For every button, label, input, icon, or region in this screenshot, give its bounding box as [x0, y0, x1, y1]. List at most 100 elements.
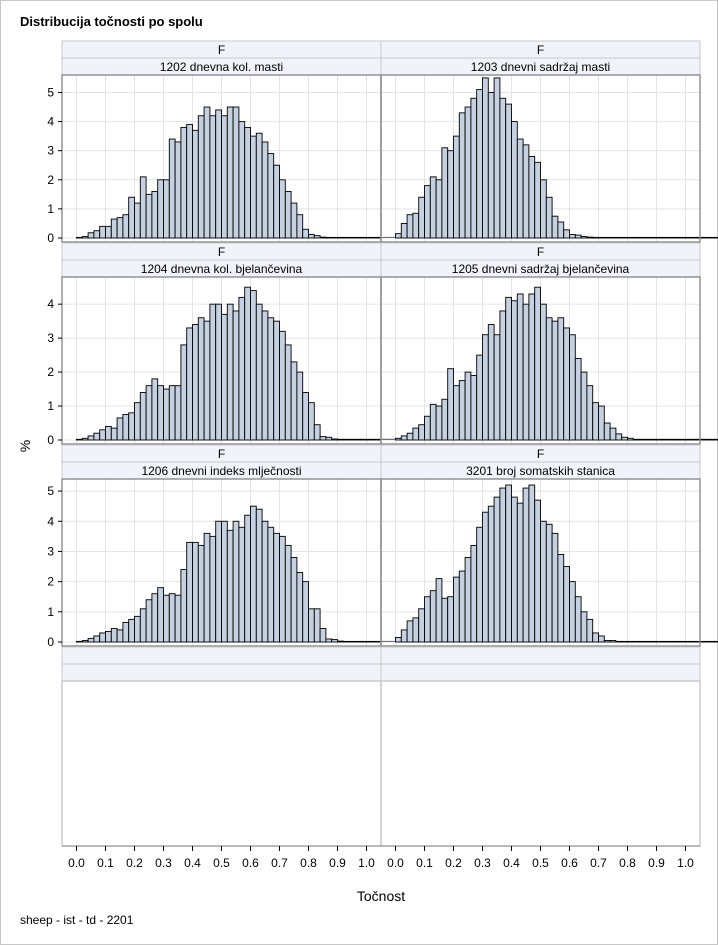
histogram-bar [714, 640, 718, 643]
histogram-bar [157, 385, 164, 441]
panel-name-label: 3201 broj somatskih stanica [466, 464, 615, 478]
x-tick-label: 0.3 [155, 856, 172, 870]
histogram-bar [337, 640, 344, 643]
x-tick-label: 0.8 [619, 856, 636, 870]
histogram-bar [528, 156, 536, 239]
histogram-bar [615, 433, 623, 441]
histogram-bar [296, 214, 304, 239]
histogram-bar [360, 438, 367, 441]
histogram-bar [232, 310, 240, 441]
histogram-bar [499, 97, 507, 239]
histogram-bar [534, 499, 541, 643]
histogram-bar [447, 150, 454, 239]
histogram-bar [621, 236, 628, 239]
histogram-bar [192, 324, 199, 441]
histogram-bar [453, 135, 460, 239]
x-tick-label: 0.2 [445, 856, 462, 870]
histogram-bar [621, 640, 628, 643]
histogram-bar [627, 437, 634, 441]
histogram-bar [215, 303, 222, 441]
histogram-bar [476, 354, 483, 441]
histogram-bar [632, 438, 640, 441]
histogram-bar [702, 640, 710, 643]
histogram-bar [145, 385, 153, 441]
histogram-bar [574, 234, 582, 239]
histogram-bar [493, 334, 501, 441]
histogram-bar [429, 403, 437, 441]
histogram-bar [134, 402, 141, 441]
histogram-bar [714, 438, 718, 441]
histogram-bar [615, 640, 623, 643]
histogram-bar [290, 557, 298, 643]
histogram-bar [400, 222, 408, 239]
histogram-bar [192, 541, 199, 643]
x-tick-label: 0.9 [329, 856, 346, 870]
x-tick-label: 0.0 [387, 856, 404, 870]
histogram-bar [348, 438, 356, 441]
histogram-bar [708, 640, 715, 643]
x-tick-label: 0.6 [242, 856, 259, 870]
histogram-bar [644, 640, 652, 643]
histogram-bar [354, 438, 362, 441]
histogram-bar [128, 412, 135, 441]
histogram-bar [528, 293, 536, 441]
histogram-bar [238, 121, 246, 239]
histogram-bar [116, 629, 124, 643]
x-tick-label: 1.0 [677, 856, 694, 870]
histogram-bar [540, 179, 547, 239]
histogram-bar [209, 115, 217, 239]
histogram-bar [708, 236, 715, 239]
x-tick-label: 0.6 [561, 856, 578, 870]
histogram-bar [168, 593, 176, 643]
histogram-bar [586, 385, 594, 441]
panel-sex-label: F [537, 43, 544, 57]
histogram-bar [418, 608, 425, 643]
histogram-bar [685, 236, 692, 239]
panel-name-label: 1203 dnevni sadržaj masti [471, 60, 610, 74]
histogram-bar [429, 590, 437, 643]
histogram-bar [644, 236, 652, 239]
histogram-bar [221, 520, 228, 643]
histogram-bar [145, 599, 153, 643]
histogram-bar [551, 320, 559, 441]
y-tick-label: 2 [47, 575, 54, 589]
empty-header [61, 646, 382, 665]
histogram-bar [435, 405, 443, 441]
histogram-bar [632, 640, 640, 643]
histogram-bar [516, 138, 524, 239]
y-tick-label: 1 [47, 605, 54, 619]
histogram-bar [563, 229, 570, 239]
histogram-bar [458, 570, 466, 643]
histogram-bar [487, 505, 495, 643]
histogram-bar [458, 380, 466, 441]
histogram-bar [296, 371, 304, 441]
histogram-bar [424, 185, 431, 239]
histogram-bar [186, 541, 193, 643]
histogram-bar [168, 385, 176, 441]
histogram-bar [667, 640, 675, 643]
y-tick-label: 3 [47, 331, 54, 345]
histogram-bar [505, 484, 512, 643]
histogram-bar [319, 436, 327, 441]
histogram-bar [395, 437, 402, 441]
histogram-bar [516, 502, 524, 643]
histogram-bar [273, 532, 280, 643]
histogram-bar [400, 435, 408, 441]
histogram-bar [476, 89, 483, 239]
histogram-bar [511, 300, 518, 441]
histogram-bar [93, 635, 101, 643]
panel-frame [380, 276, 701, 445]
x-tick-label: 0.3 [474, 856, 491, 870]
empty-header [380, 646, 701, 665]
histogram-bar [615, 236, 623, 239]
histogram-bar [244, 286, 251, 441]
histogram-bar [435, 179, 443, 239]
histogram-bar [627, 640, 634, 643]
histogram-bar [261, 141, 269, 239]
histogram-bar [221, 313, 228, 441]
y-tick-label: 5 [47, 85, 54, 99]
histogram-bar [151, 190, 159, 239]
histogram-bar [342, 438, 350, 441]
histogram-bar [627, 236, 634, 239]
histogram-bar [545, 196, 553, 239]
